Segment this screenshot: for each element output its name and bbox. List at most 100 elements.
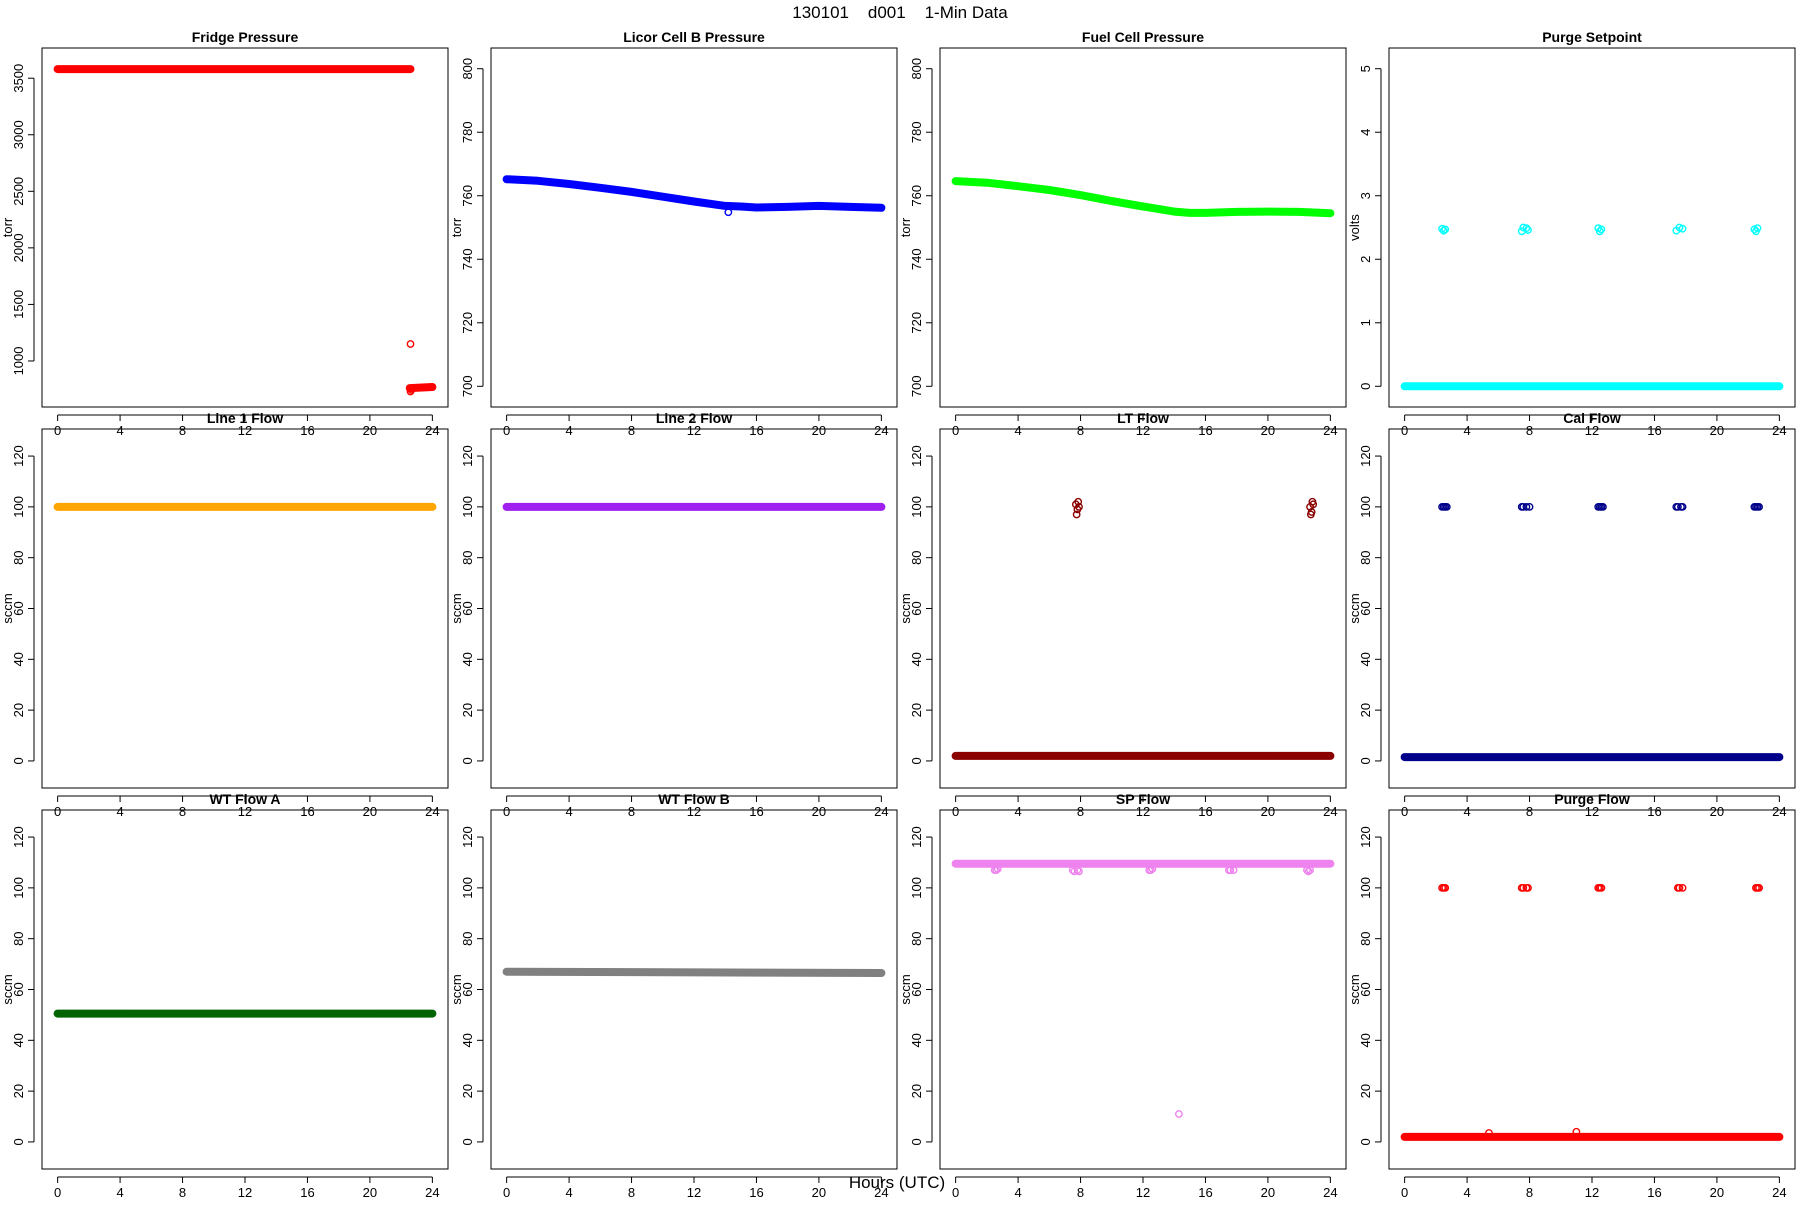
y-tick-label: 20 [460, 1084, 475, 1098]
x-tick-label: 4 [565, 423, 572, 438]
y-tick-label: 60 [460, 982, 475, 996]
y-tick-label: 1500 [11, 290, 26, 319]
data-point [1678, 883, 1687, 892]
y-tick-label: 100 [11, 877, 26, 899]
x-tick-label: 4 [1014, 804, 1021, 819]
y-axis-label: volts [1347, 214, 1362, 241]
x-tick-label: 16 [1647, 423, 1661, 438]
data-point [407, 385, 416, 394]
x-tick-label: 20 [1710, 804, 1724, 819]
data-point [1441, 883, 1450, 892]
y-tick-label: 3 [1358, 192, 1373, 199]
x-tick-label: 12 [1136, 423, 1150, 438]
y-tick-label: 720 [460, 312, 475, 334]
x-tick-label: 20 [363, 804, 377, 819]
y-tick-label: 0 [909, 1138, 924, 1145]
x-tick-label: 8 [1526, 1185, 1533, 1200]
x-tick-label: 8 [1077, 804, 1084, 819]
y-tick-label: 0 [1358, 757, 1373, 764]
y-tick-label: 0 [11, 1138, 26, 1145]
x-tick-label: 8 [179, 1185, 186, 1200]
data-point [1074, 497, 1083, 506]
y-axis-label: sccm [0, 974, 15, 1004]
x-tick-label: 20 [1261, 804, 1275, 819]
x-tick-label: 0 [503, 423, 510, 438]
x-tick-label: 16 [1198, 804, 1212, 819]
y-tick-label: 120 [460, 826, 475, 848]
x-tick-label: 24 [425, 804, 439, 819]
panel-frame [490, 428, 898, 789]
y-tick-label: 60 [909, 982, 924, 996]
y-tick-label: 20 [909, 1084, 924, 1098]
x-tick-label: 4 [1463, 1185, 1470, 1200]
x-tick-label: 8 [1526, 804, 1533, 819]
x-tick-label: 24 [874, 423, 888, 438]
data-point [1308, 497, 1317, 506]
y-tick-label: 120 [909, 445, 924, 467]
y-tick-label: 120 [1358, 826, 1373, 848]
y-tick-label: 60 [11, 601, 26, 615]
y-tick-label: 60 [1358, 601, 1373, 615]
panel-frame [490, 809, 898, 1170]
y-tick-label: 100 [460, 877, 475, 899]
data-point [1485, 1129, 1493, 1137]
data-point [406, 340, 415, 348]
y-tick-label: 760 [909, 185, 924, 207]
panel-frame [490, 47, 898, 408]
data-point [1597, 883, 1606, 892]
y-axis-label: sccm [449, 974, 464, 1004]
x-tick-label: 12 [1585, 1185, 1599, 1200]
y-tick-label: 740 [460, 248, 475, 270]
y-axis-label: sccm [449, 593, 464, 623]
panel-frame [1388, 428, 1796, 789]
x-tick-label: 12 [1136, 1185, 1150, 1200]
panel-frame [939, 428, 1347, 789]
x-tick-label: 8 [1526, 423, 1533, 438]
y-tick-label: 40 [460, 652, 475, 666]
y-tick-label: 780 [909, 121, 924, 143]
panel-title: Fridge Pressure [192, 29, 299, 45]
y-tick-label: 40 [909, 652, 924, 666]
panel-frame [1388, 809, 1796, 1170]
y-tick-label: 0 [460, 757, 475, 764]
data-point [1572, 1127, 1581, 1136]
y-tick-label: 40 [1358, 652, 1373, 666]
y-tick-label: 100 [1358, 877, 1373, 899]
panel-frame [41, 809, 449, 1170]
figure-title: 130101 d001 1-Min Data [792, 3, 1008, 22]
panel-title: Purge Setpoint [1542, 29, 1642, 45]
x-tick-label: 0 [503, 804, 510, 819]
data-point [1597, 225, 1606, 234]
y-tick-label: 40 [460, 1033, 475, 1047]
y-tick-label: 80 [11, 931, 26, 945]
x-tick-label: 24 [1772, 804, 1786, 819]
y-tick-label: 80 [909, 931, 924, 945]
panel-title: Purge Flow [1554, 791, 1630, 807]
x-tick-label: 8 [179, 804, 186, 819]
data-point [992, 866, 1001, 874]
x-tick-label: 4 [1463, 804, 1470, 819]
y-tick-label: 60 [11, 982, 26, 996]
data-point [1073, 866, 1082, 874]
figure-xlabel: Hours (UTC) [849, 1173, 945, 1192]
x-tick-label: 16 [1198, 1185, 1212, 1200]
data-point [1673, 502, 1682, 511]
panel-title: Line 2 Flow [656, 410, 732, 426]
x-tick-label: 24 [425, 423, 439, 438]
y-tick-label: 2000 [11, 233, 26, 262]
y-tick-label: 80 [11, 550, 26, 564]
y-tick-label: 60 [1358, 982, 1373, 996]
y-tick-label: 20 [460, 703, 475, 717]
data-point [1229, 866, 1238, 874]
y-tick-label: 60 [460, 601, 475, 615]
y-axis-label: sccm [898, 974, 913, 1004]
y-tick-label: 2500 [11, 177, 26, 206]
x-tick-label: 12 [1136, 804, 1150, 819]
x-tick-label: 0 [952, 1185, 959, 1200]
data-point [1595, 227, 1604, 236]
x-tick-label: 12 [238, 1185, 252, 1200]
x-tick-label: 8 [179, 423, 186, 438]
